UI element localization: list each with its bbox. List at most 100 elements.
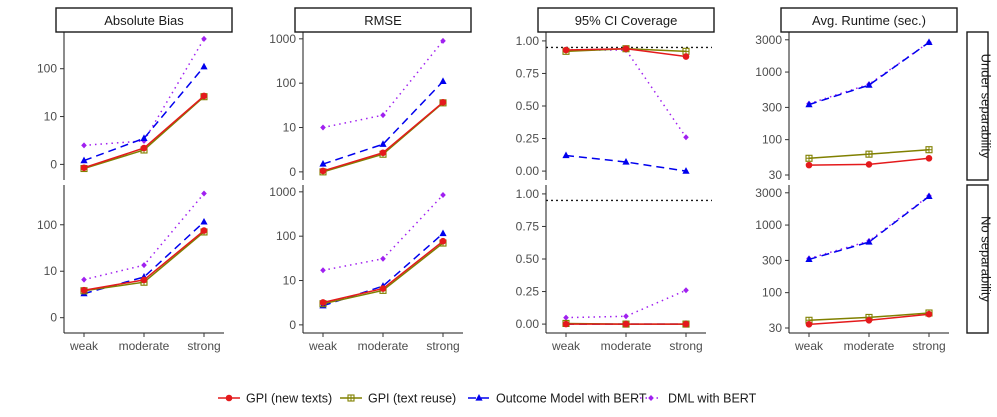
y-tick-label: 30 <box>769 321 783 335</box>
column-strip-rmse: RMSE <box>294 7 472 33</box>
data-point <box>623 313 629 320</box>
series-line <box>808 195 930 261</box>
column-strip-label: RMSE <box>364 13 402 28</box>
y-tick-label: 0 <box>50 157 57 171</box>
data-point <box>805 255 813 263</box>
panel-avg-runtime-sec-no-separability: 30 100 300 1000 3000 weak moderate strong <box>755 185 949 353</box>
row-strip-no-separability: No separability <box>966 184 994 334</box>
series-line <box>322 242 444 305</box>
series-gpi-text-reuse <box>319 99 447 176</box>
series-gpi-new-texts <box>319 237 447 306</box>
y-tick-label: 1.00 <box>516 34 540 48</box>
legend-item-dml-with-bert: DML with BERT <box>640 392 757 406</box>
data-point <box>380 255 386 262</box>
data-point <box>805 100 813 108</box>
y-tick-label: 0.25 <box>516 285 540 299</box>
data-point <box>865 161 873 168</box>
row-strip-label: Under separability <box>979 54 994 159</box>
row-strip-box <box>966 184 989 334</box>
column-strip-label: 95% CI Coverage <box>575 13 678 28</box>
data-point <box>440 191 446 198</box>
y-tick-label: 10 <box>44 264 58 278</box>
data-point <box>925 38 933 45</box>
data-point <box>440 37 446 44</box>
series-gpi-new-texts <box>805 310 933 328</box>
series-outcome-model-with-bert <box>319 229 447 309</box>
series-dml-with-bert <box>81 35 207 149</box>
series-line <box>808 195 930 260</box>
data-point <box>320 124 326 131</box>
y-tick-label: 0.75 <box>516 66 540 80</box>
series-line <box>83 96 205 170</box>
panel-avg-runtime-sec-under-separability: 30 100 300 1000 3000 <box>755 32 933 182</box>
panel-95-ci-coverage-under-separability: 0.00 0.25 0.50 0.75 1.00 <box>516 32 712 180</box>
data-point <box>201 35 207 42</box>
data-point <box>562 46 570 54</box>
data-point-cross <box>866 151 872 158</box>
data-point <box>319 299 327 306</box>
x-tick-label: moderate <box>358 339 409 353</box>
data-point <box>200 217 208 225</box>
data-point <box>865 150 873 158</box>
column-strip-95-ci-coverage: 95% CI Coverage <box>537 7 715 33</box>
column-strip-box <box>780 7 958 33</box>
series-dml-with-bert <box>320 37 446 131</box>
series-dml-with-bert <box>81 190 207 283</box>
data-point <box>925 310 933 318</box>
x-tick-label: weak <box>308 339 338 353</box>
legend: GPI (new texts) GPI (text reuse) Outcome M… <box>218 392 757 406</box>
y-tick-label: 10 <box>283 121 297 135</box>
data-point <box>319 160 327 167</box>
y-tick-label: 300 <box>762 100 782 114</box>
series-gpi-new-texts <box>80 92 208 172</box>
y-tick-label: 0.25 <box>516 132 540 146</box>
series-outcome-model-with-bert <box>319 77 447 167</box>
series-dml-with-bert <box>563 47 689 141</box>
y-tick-label: 100 <box>276 229 296 243</box>
data-point <box>683 134 689 141</box>
x-tick-label: weak <box>794 339 824 353</box>
series-line <box>322 232 444 307</box>
legend-marker <box>225 394 233 402</box>
data-point <box>682 320 690 328</box>
y-tick-label: 3000 <box>755 33 782 47</box>
y-tick-label: 1000 <box>755 65 782 79</box>
y-tick-label: 0.00 <box>516 317 540 331</box>
series-dml-with-bert <box>563 287 689 321</box>
y-tick-label: 0.00 <box>516 164 540 178</box>
y-tick-label: 10 <box>44 110 58 124</box>
series-gpi-text-reuse <box>80 93 208 173</box>
series-gpi-new-texts <box>562 45 690 60</box>
data-point <box>865 316 873 324</box>
data-point <box>200 62 208 70</box>
x-tick-label: strong <box>426 339 459 353</box>
series-gpi-text-reuse <box>319 239 447 308</box>
series-dml-with-bert <box>806 192 932 262</box>
data-point <box>439 99 447 106</box>
column-strip-label: Absolute Bias <box>104 13 184 28</box>
x-tick-label: moderate <box>844 339 895 353</box>
panel-rmse-under-separability: 0 10 100 1000 <box>269 32 447 180</box>
y-tick-label: 0 <box>289 165 296 179</box>
y-tick-label: 100 <box>762 286 782 300</box>
data-point <box>865 81 873 88</box>
data-point-cross <box>926 146 932 153</box>
series-gpi-new-texts <box>319 99 447 175</box>
legend-label: DML with BERT <box>668 392 757 406</box>
data-point <box>80 156 88 164</box>
series-line <box>565 154 687 172</box>
row-strip-under-separability: Under separability <box>966 31 994 181</box>
series-line <box>83 95 205 169</box>
x-tick-label: strong <box>187 339 220 353</box>
series-line <box>566 49 687 138</box>
x-tick-label: weak <box>551 339 581 353</box>
row-strip-label: No separability <box>979 216 994 302</box>
series-outcome-model-with-bert <box>805 38 933 108</box>
series-gpi-new-texts <box>805 154 933 169</box>
data-point <box>683 287 689 294</box>
legend-marker-cross <box>348 395 354 401</box>
data-point <box>80 164 88 172</box>
data-point-cross <box>806 155 812 162</box>
y-tick-label: 0.75 <box>516 219 540 233</box>
